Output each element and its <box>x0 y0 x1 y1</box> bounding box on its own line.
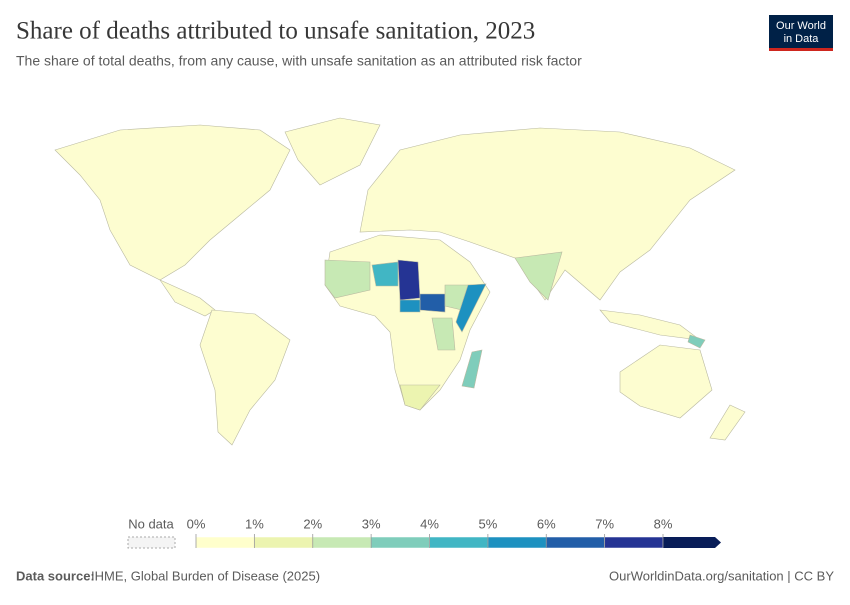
country <box>514 251 563 301</box>
country <box>599 309 702 341</box>
country <box>687 334 706 349</box>
country <box>199 309 291 446</box>
legend-tick-label: 4% <box>420 516 439 531</box>
logo-bar <box>769 48 833 51</box>
logo-text: in Data <box>784 33 820 45</box>
logo: Our World in Data <box>769 15 833 51</box>
country <box>709 404 746 441</box>
logo-text: Our World <box>776 20 826 32</box>
legend-tick-label: 8% <box>654 516 673 531</box>
country <box>619 344 713 419</box>
legend-tick-label: 2% <box>303 516 322 531</box>
logo-box <box>769 15 833 50</box>
country <box>431 317 456 351</box>
title: Share of deaths attributed to unsafe san… <box>16 18 535 45</box>
source-label: Data source: <box>16 568 95 583</box>
url: OurWorldinData.org/sanitation | CC BY <box>609 568 834 583</box>
subtitle: The share of total deaths, from any caus… <box>16 53 582 69</box>
country <box>359 127 736 301</box>
legend-tick-label: 1% <box>245 516 264 531</box>
legend-tick-label: 6% <box>537 516 556 531</box>
country <box>54 124 291 281</box>
country <box>324 259 371 299</box>
country <box>284 117 381 186</box>
legend: No data 0% 1% 2% 3% 4% 5% 6% 7% 8% <box>127 516 721 549</box>
no-data-swatch <box>127 536 176 549</box>
legend-tick-label: 0% <box>187 516 206 531</box>
legend-swatch <box>487 536 547 549</box>
legend-swatch <box>370 536 430 549</box>
legend-swatch <box>195 536 255 549</box>
legend-tick-label: 7% <box>595 516 614 531</box>
legend-label: No data <box>128 516 174 531</box>
country <box>397 259 421 301</box>
country <box>461 349 483 389</box>
legend-swatch <box>429 536 489 549</box>
source: IHME, Global Burden of Disease (2025) <box>91 568 320 583</box>
country <box>399 299 421 313</box>
legend-swatch <box>312 536 372 549</box>
legend-swatch <box>604 536 664 549</box>
legend-tick-label: 5% <box>478 516 497 531</box>
legend-swatch <box>254 536 313 549</box>
legend-tick-label: 3% <box>362 516 381 531</box>
country <box>399 384 441 411</box>
country <box>455 283 487 333</box>
map <box>54 117 746 446</box>
legend-swatch <box>663 537 721 548</box>
country <box>419 293 446 313</box>
country <box>159 279 216 317</box>
legend-swatch <box>546 536 605 549</box>
country <box>371 261 399 287</box>
